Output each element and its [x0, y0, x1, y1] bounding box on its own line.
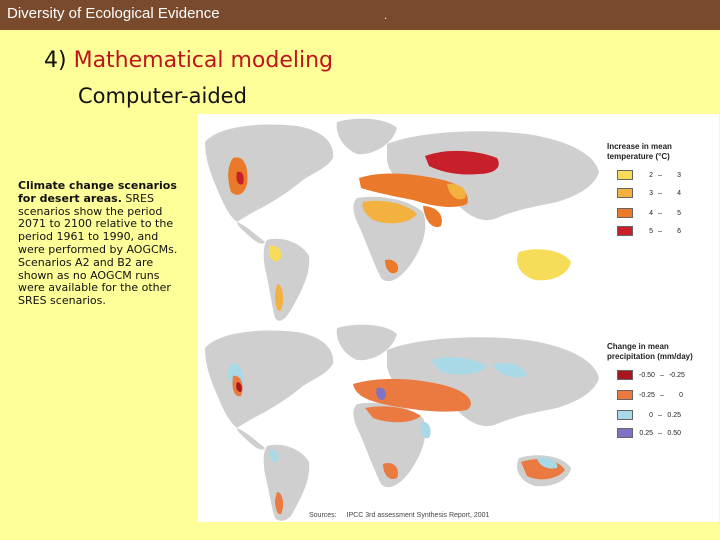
temperature-legend-item: 2–3 — [617, 170, 681, 180]
figure-caption: Climate change scenarios for desert area… — [18, 179, 180, 308]
source-text: IPCC 3rd assessment Synthesis Report, 20… — [346, 512, 490, 519]
temperature-legend-item: 5–6 — [617, 226, 681, 236]
caption-bold: Climate change scenarios for desert area… — [18, 179, 177, 205]
temperature-legend-item: 4–5 — [617, 208, 681, 218]
slide-subheading: Computer-aided — [78, 84, 247, 108]
precipitation-map — [205, 324, 599, 521]
precipitation-legend-item: -0.50– -0.25 — [617, 370, 685, 380]
heading-number: 4) — [44, 48, 67, 73]
temperature-legend-item: 3–4 — [617, 188, 681, 198]
climate-map-figure: Increase in mean temperature (°C) 2–3 3–… — [197, 114, 719, 522]
precipitation-legend-item: 0–0.25 — [617, 410, 681, 420]
source-label: Sources: — [309, 512, 337, 519]
slide-heading: 4) Mathematical modeling — [44, 48, 333, 73]
temperature-legend-title: Increase in mean temperature (°C) — [607, 142, 672, 161]
legend-swatch — [617, 188, 633, 198]
heading-label: Mathematical modeling — [73, 48, 334, 73]
legend-swatch — [617, 410, 633, 420]
precipitation-legend-title: Change in mean precipitation (mm/day) — [607, 342, 693, 361]
caption-body: SRES scenarios show the period 2071 to 2… — [18, 191, 178, 308]
precipitation-legend-item: -0.25–0 — [617, 390, 683, 400]
presentation-title: Diversity of Ecological Evidence — [7, 5, 220, 22]
temperature-map — [205, 118, 599, 321]
legend-swatch — [617, 226, 633, 236]
legend-swatch — [617, 208, 633, 218]
world-maps-illustration — [205, 118, 599, 521]
legend-swatch — [617, 170, 633, 180]
legend-swatch — [617, 390, 633, 400]
precipitation-legend-item: 0.25–0.50 — [617, 428, 681, 438]
title-bar-dot: . — [384, 11, 388, 22]
title-bar: Diversity of Ecological Evidence . — [0, 0, 720, 30]
legend-swatch — [617, 370, 633, 380]
figure-source: Sources: IPCC 3rd assessment Synthesis Re… — [309, 512, 499, 519]
legend-swatch — [617, 428, 633, 438]
